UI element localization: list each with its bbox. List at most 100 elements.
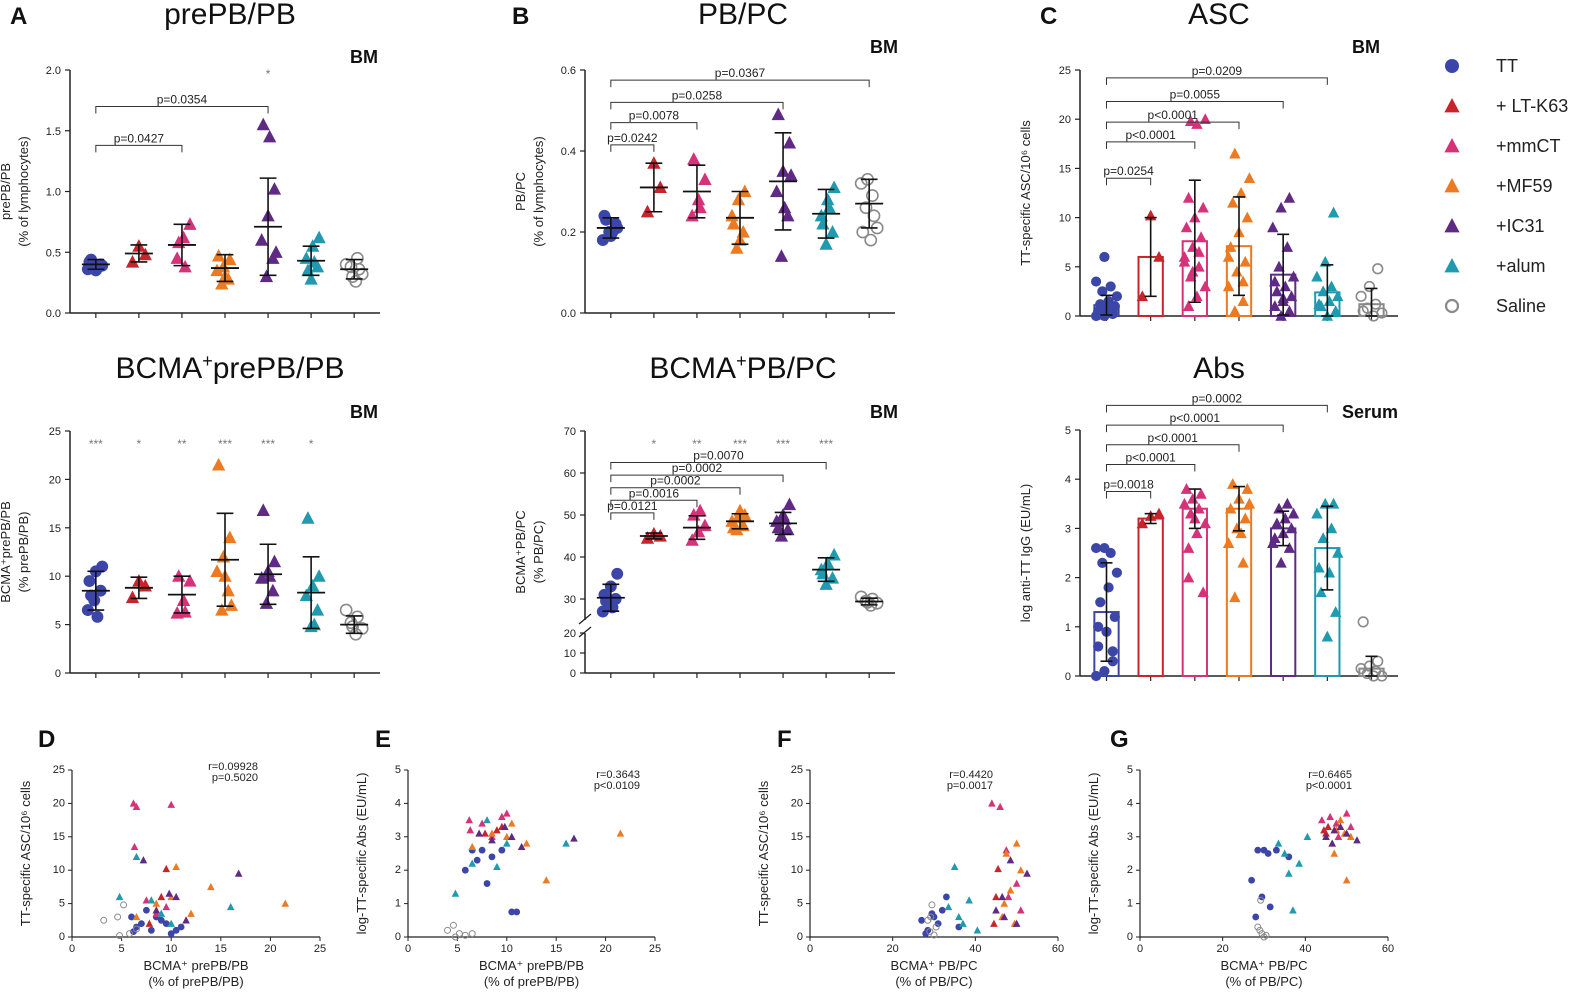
point-Sal	[120, 901, 128, 909]
p-value-label: p<0.0001	[1125, 128, 1176, 142]
point-TT	[1273, 846, 1280, 854]
y-tick-label: 2.0	[46, 65, 61, 77]
legend-label: Saline	[1496, 296, 1546, 316]
point-MF	[726, 520, 741, 534]
point-IC	[1275, 556, 1287, 568]
y-tick-label: 0	[797, 931, 803, 943]
point-alum	[1313, 298, 1325, 309]
significance-bar	[610, 474, 784, 483]
point-IC	[1267, 537, 1279, 548]
point-mm	[1180, 483, 1193, 494]
y-tick-label: 20	[791, 797, 803, 809]
y-tick-label: 4	[1065, 474, 1071, 486]
point-Sal	[1372, 263, 1384, 275]
point-alum	[503, 839, 511, 847]
correlation-stat: p<0.0109	[594, 780, 640, 792]
point-IC	[256, 503, 270, 516]
legend-label: +mmCT	[1496, 136, 1561, 156]
point-mm	[1178, 255, 1191, 267]
y-tick-label: 25	[53, 764, 65, 776]
point-IC	[172, 892, 180, 901]
x-tick-label: 5	[119, 943, 125, 955]
point-MF	[1229, 305, 1241, 316]
correlation-stat: p=0.5020	[212, 772, 258, 784]
point-Sal	[116, 932, 124, 940]
point-mm	[1191, 527, 1203, 539]
tissue-label: Serum	[1342, 402, 1398, 422]
point-Sal	[932, 923, 940, 931]
y-axis-label: BCMA⁺prePB/PB	[0, 501, 13, 603]
y-tick-label: 0	[55, 668, 61, 680]
point-IC	[1283, 191, 1296, 203]
point-mm	[170, 251, 184, 264]
significance-bar	[95, 144, 183, 153]
point-MF	[210, 263, 224, 277]
point-TT	[172, 926, 180, 934]
title-rest: PB/PC	[747, 352, 837, 385]
p-value-label: p=0.0254	[1103, 164, 1154, 178]
point-alum	[310, 603, 325, 616]
point-mm	[1334, 832, 1343, 840]
y-tick-label: 0.0	[46, 308, 61, 320]
y-tick-label: 0	[59, 931, 65, 943]
x-tick-label: 60	[1382, 943, 1394, 955]
point-MF	[1241, 211, 1254, 223]
significance-bar	[610, 499, 698, 508]
panel-title: Abs	[1193, 352, 1245, 385]
panel-title: ASC	[1188, 0, 1250, 31]
point-mm	[132, 802, 141, 810]
point-mm	[1004, 892, 1013, 901]
point-alum	[814, 208, 828, 222]
significance-bar	[1106, 444, 1240, 452]
y-tick-label: 1	[1065, 622, 1071, 634]
point-LT	[1153, 250, 1165, 262]
y-tick-label: 40	[564, 552, 576, 564]
point-mm	[1193, 260, 1205, 272]
y-tick-label: 4	[395, 797, 401, 809]
point-alum	[306, 578, 320, 592]
point-TT	[138, 920, 145, 928]
point-alum	[1274, 839, 1283, 847]
point-Sal	[864, 233, 878, 247]
p-value-label: p=0.0002	[650, 474, 701, 488]
significance-bar	[610, 122, 698, 130]
point-MF	[1222, 280, 1235, 292]
point-alum	[825, 571, 840, 584]
point-Sal	[1363, 660, 1376, 672]
point-LT	[481, 829, 489, 837]
point-alum	[1295, 859, 1303, 867]
x-tick-label: 0	[69, 943, 75, 955]
significance-bar	[610, 462, 827, 470]
x-tick-label: 10	[165, 943, 177, 955]
point-TT	[1107, 656, 1118, 667]
significance-stars: *	[266, 67, 271, 81]
point-mm	[1182, 542, 1195, 553]
point-Sal	[926, 928, 934, 936]
x-axis-label: (% of PB/PC)	[895, 974, 972, 989]
panel-label: E	[375, 726, 391, 753]
significance-bar	[1106, 141, 1196, 149]
point-IC	[165, 889, 174, 897]
point-MF	[1002, 849, 1011, 857]
point-alum	[304, 271, 318, 285]
point-LT	[992, 892, 1000, 901]
y-tick-label: 15	[1059, 163, 1071, 175]
point-MF	[1237, 295, 1249, 307]
point-LT	[994, 864, 1002, 873]
point-alum	[132, 852, 141, 861]
point-IC	[1285, 290, 1298, 302]
significance-stars: ***	[261, 437, 275, 451]
y-tick-label: 5	[1065, 425, 1071, 437]
point-IC	[1330, 826, 1339, 834]
x-tick-label: 20	[1217, 943, 1229, 955]
y-tick-label: 5	[395, 764, 401, 776]
point-IC	[1269, 300, 1281, 311]
significance-bar	[610, 79, 870, 88]
point-MF	[1336, 816, 1345, 824]
y-tick-label: 10	[49, 571, 61, 583]
point-TT	[606, 226, 619, 238]
point-TT	[177, 923, 185, 931]
point-TT	[1099, 251, 1110, 263]
